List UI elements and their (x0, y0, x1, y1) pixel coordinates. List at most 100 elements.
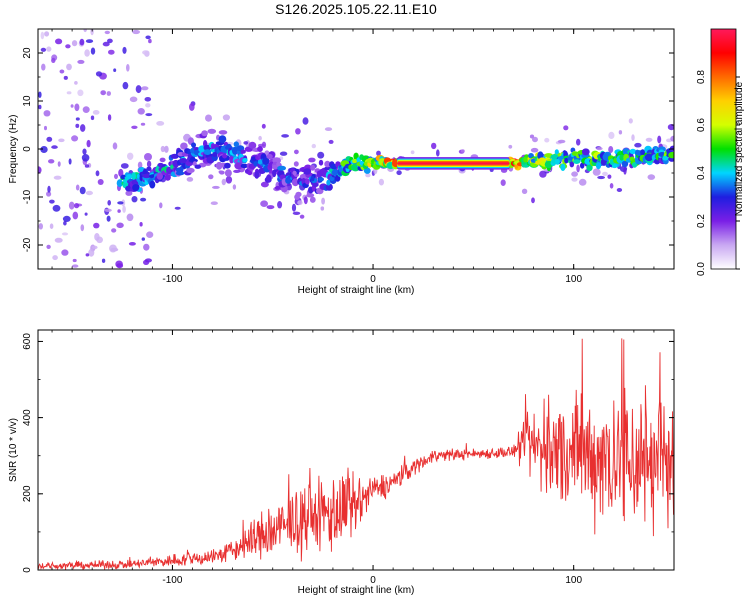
spectrogram-noise-blob (38, 223, 43, 230)
spectrogram-noise-blob (77, 89, 84, 97)
spectrogram-ridge-blob (116, 179, 123, 188)
spectrogram-noise-blob (137, 108, 145, 115)
spectrogram-noise-blob (592, 168, 601, 176)
spectrogram-noise-blob (126, 213, 134, 222)
spectrogram-noise-blob (212, 185, 220, 189)
spectrogram-ridge-blob (180, 142, 188, 150)
spectrogram-ridge-blob (619, 154, 624, 161)
spectrogram-noise-blob (40, 146, 48, 153)
snr-y-axis-label: SNR (10 * v/v) (8, 418, 19, 482)
spectrogram-noise-blob (460, 149, 465, 153)
spectrogram-ridge-blob (285, 177, 292, 184)
spectrogram-noise-blob (160, 145, 166, 153)
spectrogram-ridge-blob (662, 156, 669, 161)
spectrogram-noise-blob (129, 96, 138, 103)
spectrogram-ridge-blob (175, 171, 185, 176)
snr-x-axis-label: Height of straight line (km) (298, 585, 415, 596)
spectrogram-noise-blob (106, 215, 111, 222)
spectrogram-ridge-blob (293, 161, 299, 167)
spectrogram-noise-blob (38, 166, 42, 174)
snr-y-tick-label: 400 (22, 409, 33, 426)
spectrogram-noise-blob (667, 124, 674, 131)
spectrogram-noise-blob (628, 118, 633, 124)
spectrogram-ridge-blob (266, 153, 273, 160)
spectrogram-noise-blob (571, 171, 578, 177)
spectrogram-ridge-blob (523, 157, 529, 163)
spectrogram-ridge-blob (312, 182, 319, 187)
snr-plot-area (38, 330, 674, 570)
spectrogram-noise-blob (59, 69, 65, 74)
spectrogram-noise-blob (258, 135, 262, 141)
spectrogram-noise-blob (530, 147, 539, 153)
spectrogram-ridge-blob (309, 196, 316, 203)
spectrogram-noise-blob (376, 150, 381, 156)
spectrogram-ridge-blob (318, 159, 324, 166)
spectrogram-noise-blob (261, 123, 266, 129)
spectrogram-noise-blob (114, 173, 118, 180)
spectrogram-noise-blob (140, 122, 146, 126)
spectrogram-ridge-blob (190, 156, 196, 162)
spectrogram-noise-blob (70, 104, 74, 108)
spectrogram-ridge-blob (632, 162, 638, 168)
spectrogram-ridge-blob (179, 166, 184, 172)
spectrogram-ridge-blob (265, 174, 272, 183)
spectrogram-y-tick-label: 20 (22, 47, 33, 59)
spectrogram-noise-blob (294, 149, 299, 155)
spectrogram-noise-blob (116, 263, 124, 269)
spectrogram-noise-blob (557, 139, 566, 144)
spectrogram-noise-blob (609, 183, 614, 189)
spectrogram-ridge-blob (212, 152, 218, 157)
spectrogram-noise-blob (141, 86, 149, 91)
spectrogram-noise-blob (71, 135, 79, 142)
spectrogram-noise-blob (84, 164, 90, 168)
spectrogram-ridge-blob (142, 173, 152, 179)
colorbar-tick-label: 0.2 (696, 214, 707, 228)
spectrogram-ridge-blob (219, 170, 225, 175)
spectrogram-noise-blob (46, 191, 52, 197)
spectrogram-noise-blob (210, 201, 218, 205)
spectrogram-noise-blob (299, 214, 305, 219)
spectrogram-noise-blob (95, 71, 103, 77)
spectrogram-ridge-blob (324, 160, 331, 168)
spectrogram-noise-blob (205, 114, 212, 122)
spectrogram-marks (38, 29, 674, 269)
spectrogram-noise-blob (521, 188, 528, 194)
spectrogram-noise-blob (324, 127, 333, 131)
spectrogram-noise-blob (303, 196, 308, 205)
spectrogram-ridge-blob (254, 171, 260, 179)
spectrogram-noise-blob (112, 142, 118, 150)
spectrogram-x-axis-label: Height of straight line (km) (298, 285, 415, 296)
spectrogram-noise-blob (84, 49, 90, 57)
spectrogram-noise-blob (277, 201, 283, 209)
colorbar-tick-label: 0.0 (696, 262, 707, 276)
spectrogram-ridge-blob (629, 148, 637, 155)
spectrogram-noise-blob (101, 258, 106, 263)
spectrogram-noise-blob (131, 196, 138, 203)
spectrogram-ridge-blob (149, 180, 156, 189)
spectrogram-noise-blob (532, 136, 538, 143)
spectrogram-noise-blob (146, 231, 154, 238)
spectrogram-ridge-blob (186, 167, 195, 174)
spectrogram-noise-blob (92, 110, 100, 115)
spectrogram-ridge-blob (132, 184, 140, 192)
spectrogram-noise-blob (328, 139, 334, 144)
spectrogram-noise-blob (85, 190, 93, 196)
spectrogram-noise-blob (295, 128, 301, 135)
spectrogram-noise-blob (77, 59, 85, 64)
spectrogram-noise-blob (117, 201, 124, 205)
spectrogram-noise-blob (608, 146, 614, 153)
spectrogram-noise-blob (608, 131, 615, 139)
spectrogram-ridge-blob (242, 158, 248, 163)
spectrogram-noise-blob (616, 188, 623, 192)
spectrogram-ridge-blob (586, 163, 593, 172)
spectrogram-noise-blob (143, 243, 150, 251)
spectrogram-noise-blob (68, 158, 72, 165)
spectrogram-ridge-blob (310, 175, 315, 182)
spectrogram-ridge-blob (156, 172, 163, 180)
spectrogram-noise-blob (93, 222, 100, 229)
spectrogram-noise-blob (410, 150, 415, 155)
spectrogram-noise-blob (670, 135, 674, 142)
spectrogram-x-tick-label: -100 (162, 274, 182, 285)
spectrogram-noise-blob (508, 144, 513, 149)
